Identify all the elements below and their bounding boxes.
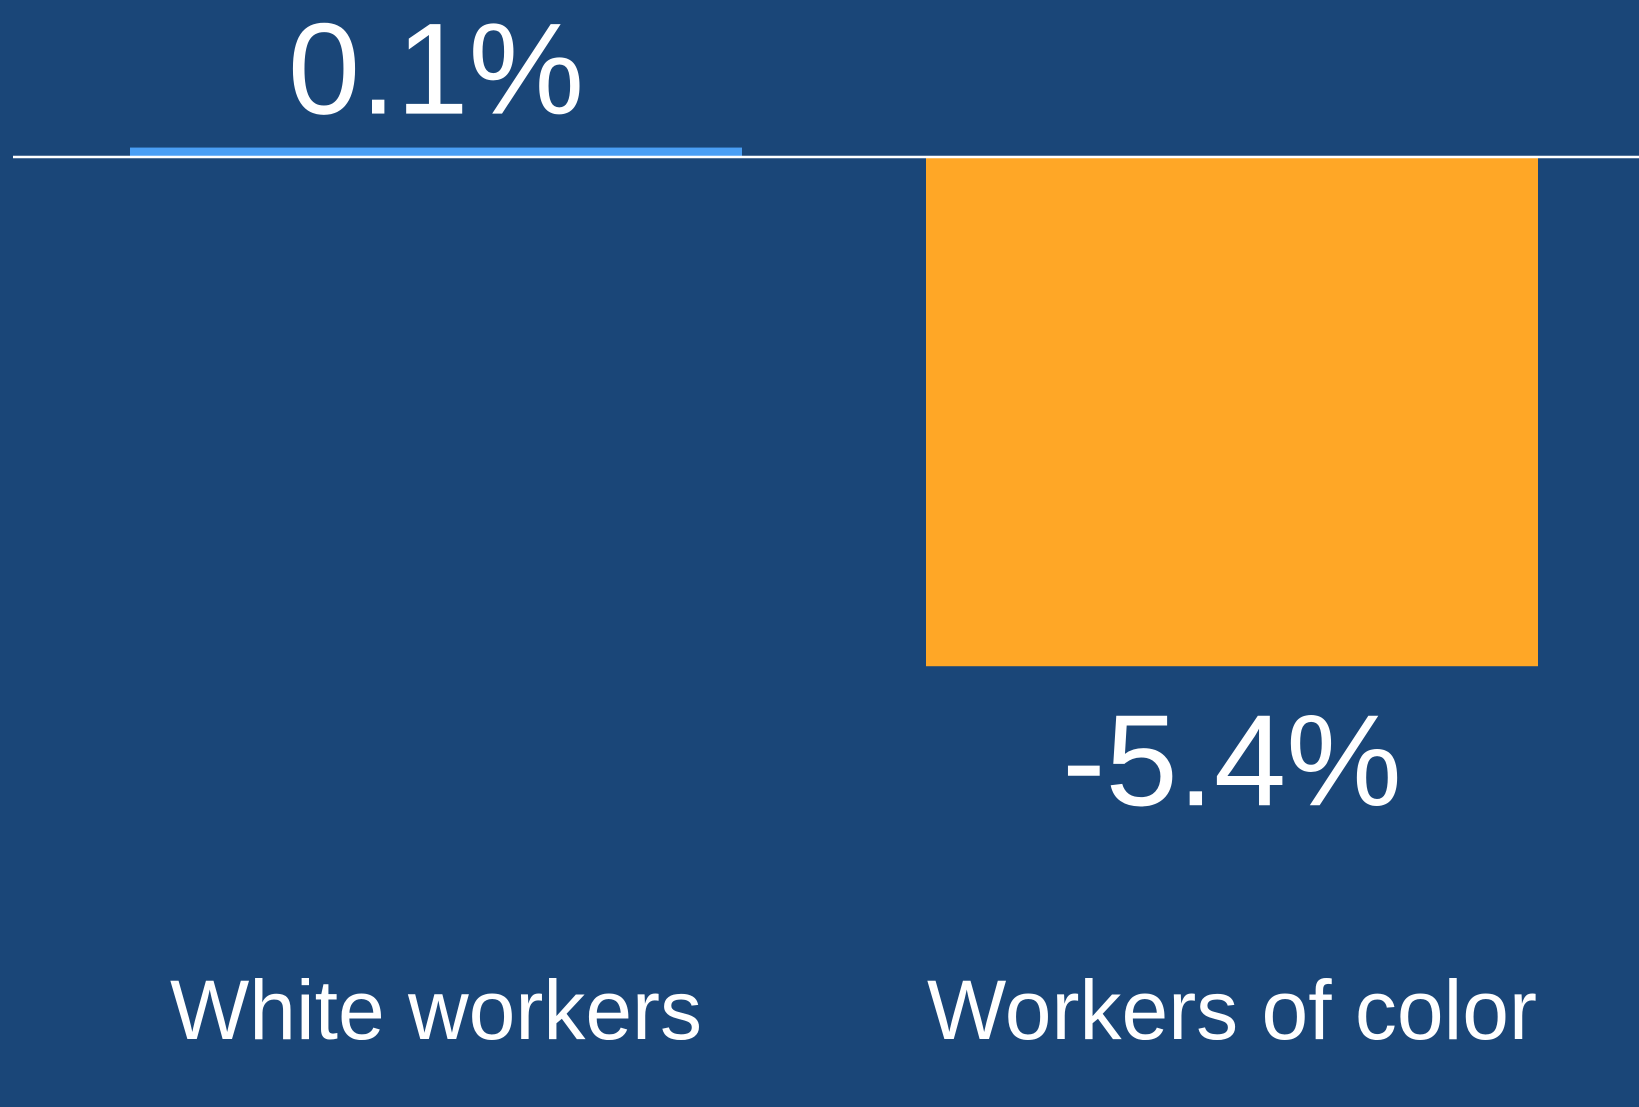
value-label: -5.4% — [1062, 687, 1402, 833]
category-label: White workers — [169, 963, 703, 1057]
bar — [926, 157, 1538, 667]
category-label: Workers of color — [927, 963, 1537, 1057]
bar — [130, 147, 742, 157]
value-label: 0.1% — [288, 0, 584, 142]
